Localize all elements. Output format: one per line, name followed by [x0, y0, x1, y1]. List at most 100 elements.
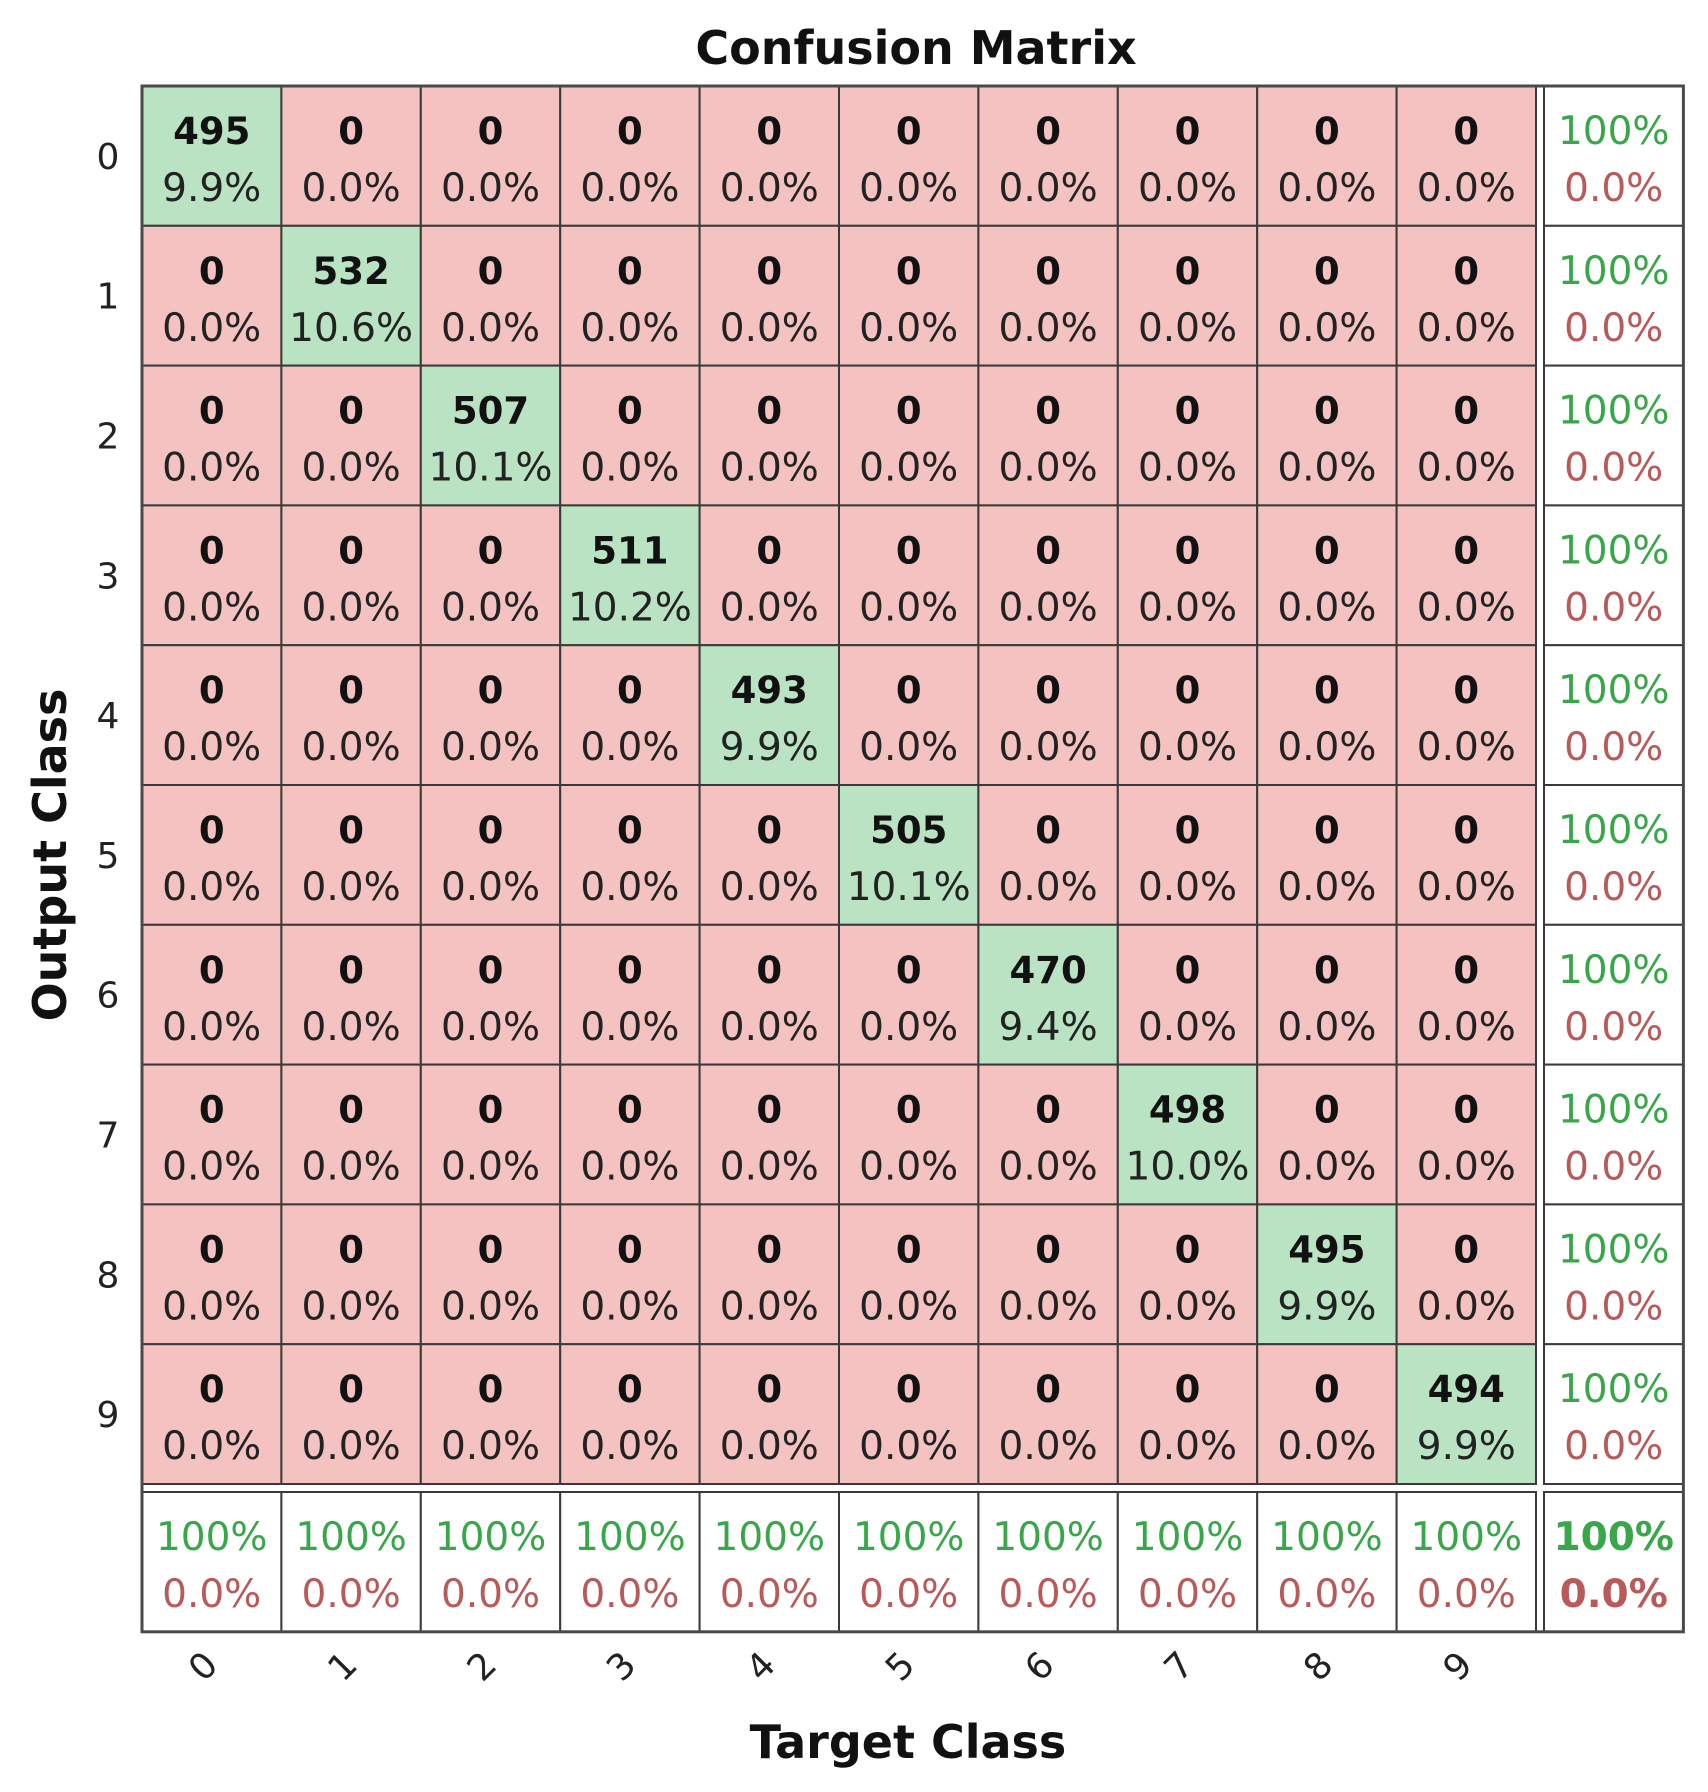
- summary-correct: 100%: [1558, 668, 1670, 713]
- matrix-cell: [559, 784, 701, 926]
- cell-count: 0: [478, 110, 504, 153]
- cell-percent: 0.0%: [302, 1424, 401, 1469]
- cell-count: 0: [896, 669, 922, 712]
- cell-count: 0: [1175, 110, 1201, 153]
- cell-percent: 0.0%: [720, 1284, 819, 1329]
- matrix-cell: [559, 1063, 701, 1206]
- summary-error: 0.0%: [1564, 1284, 1663, 1329]
- matrix-cell: [559, 923, 701, 1066]
- cell-percent: 0.0%: [1417, 1284, 1516, 1329]
- summary-error: 0.0%: [1277, 1572, 1376, 1617]
- cell-count: 0: [617, 110, 643, 153]
- overall-cell: [1543, 1491, 1685, 1633]
- matrix-cell: [698, 364, 840, 507]
- cell-count: 511: [591, 529, 668, 572]
- cell-count: 507: [452, 390, 529, 433]
- matrix-cell: [280, 1063, 422, 1206]
- summary-cell: [1543, 1343, 1685, 1485]
- summary-correct: 100%: [853, 1515, 965, 1560]
- matrix-cell: [419, 784, 562, 926]
- cell-percent: 0.0%: [720, 1424, 819, 1469]
- cell-percent: 0.0%: [1277, 585, 1376, 630]
- cell-count: 0: [478, 949, 504, 992]
- cell-percent: 0.0%: [720, 1005, 819, 1050]
- summary-error: 0.0%: [1564, 166, 1663, 211]
- cell-count: 0: [756, 250, 782, 293]
- cell-percent: 0.0%: [1417, 1145, 1516, 1190]
- cell-count: 0: [756, 809, 782, 852]
- summary-cell: [1543, 784, 1685, 926]
- matrix-cell: [977, 504, 1119, 647]
- cell-percent: 0.0%: [720, 166, 819, 211]
- cell-percent: 0.0%: [1417, 446, 1516, 491]
- cell-percent: 0.0%: [720, 865, 819, 910]
- matrix-cell: [977, 923, 1119, 1066]
- cell-count: 0: [338, 949, 364, 992]
- matrix-cell: [1256, 644, 1398, 787]
- matrix-cell: [698, 1063, 840, 1206]
- summary-correct: 100%: [714, 1515, 826, 1560]
- y-tick-label: 2: [97, 417, 120, 458]
- cell-count: 0: [1175, 1228, 1201, 1271]
- matrix-cell: [141, 1343, 283, 1485]
- cell-count: 0: [1314, 669, 1340, 712]
- cell-count: 0: [1453, 669, 1479, 712]
- cell-count: 0: [617, 809, 643, 852]
- cell-count: 0: [199, 250, 225, 293]
- summary-correct: 100%: [1132, 1515, 1244, 1560]
- cell-count: 0: [1175, 390, 1201, 433]
- summary-cell: [1543, 224, 1685, 367]
- cell-count: 0: [1314, 809, 1340, 852]
- cell-percent: 0.0%: [859, 446, 958, 491]
- cell-percent: 9.9%: [162, 166, 261, 211]
- cell-count: 0: [617, 949, 643, 992]
- summary-error: 0.0%: [720, 1572, 819, 1617]
- cell-count: 0: [1314, 1368, 1340, 1411]
- cell-count: 0: [1314, 390, 1340, 433]
- cell-count: 532: [312, 250, 389, 293]
- cell-count: 0: [1453, 110, 1479, 153]
- y-axis-label: Output Class: [23, 689, 77, 1022]
- cell-percent: 0.0%: [720, 1145, 819, 1190]
- matrix-cell: [1395, 85, 1537, 227]
- cell-count: 0: [478, 669, 504, 712]
- cell-percent: 0.0%: [859, 1145, 958, 1190]
- cell-percent: 0.0%: [999, 1424, 1098, 1469]
- matrix-cell: [838, 1063, 980, 1206]
- cell-count: 0: [1175, 529, 1201, 572]
- matrix-cell: [1116, 923, 1259, 1066]
- cell-count: 0: [199, 1228, 225, 1271]
- cell-percent: 0.0%: [1277, 1424, 1376, 1469]
- cell-count: 0: [756, 1228, 782, 1271]
- cell-percent: 0.0%: [1138, 1005, 1237, 1050]
- x-tick-label: 8: [1296, 1644, 1341, 1689]
- matrix-cell: [1116, 364, 1259, 507]
- cell-count: 0: [896, 110, 922, 153]
- matrix-cell: [1395, 364, 1537, 507]
- cell-percent: 0.0%: [162, 1284, 261, 1329]
- cell-percent: 0.0%: [1277, 1145, 1376, 1190]
- cell-percent: 10.1%: [429, 446, 553, 491]
- cell-percent: 0.0%: [441, 306, 540, 351]
- x-axis-label: Target Class: [750, 1715, 1067, 1769]
- cell-count: 0: [1035, 669, 1061, 712]
- summary-cell: [1543, 923, 1685, 1066]
- summary-correct: 100%: [1558, 1367, 1670, 1412]
- cell-percent: 0.0%: [441, 1145, 540, 1190]
- cell-percent: 0.0%: [302, 1284, 401, 1329]
- summary-error: 0.0%: [1564, 1424, 1663, 1469]
- cell-count: 0: [617, 390, 643, 433]
- cell-percent: 0.0%: [580, 1005, 679, 1050]
- cell-count: 0: [338, 1368, 364, 1411]
- cell-count: 0: [756, 529, 782, 572]
- cell-count: 0: [1453, 1228, 1479, 1271]
- summary-correct: 100%: [574, 1515, 686, 1560]
- x-tick-label: 1: [320, 1644, 365, 1689]
- cell-count: 0: [896, 529, 922, 572]
- matrix-cell: [1256, 923, 1398, 1066]
- cell-percent: 0.0%: [302, 865, 401, 910]
- cell-percent: 0.0%: [1138, 1424, 1237, 1469]
- y-tick-label: 6: [97, 976, 120, 1017]
- cell-percent: 0.0%: [1417, 585, 1516, 630]
- matrix-cells: 495 9.9% 0 0.0% 0 0.0% 0 0.0% 0 0.0% 0 0.0% 0 0.0% 0 0.…: [141, 85, 1537, 1485]
